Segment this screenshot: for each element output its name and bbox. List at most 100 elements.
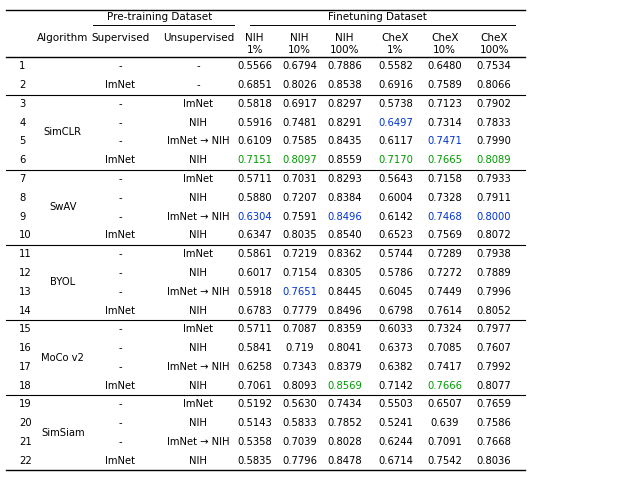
- Text: 0.5358: 0.5358: [237, 437, 272, 447]
- Text: 15: 15: [19, 324, 32, 334]
- Text: 0.7833: 0.7833: [477, 118, 511, 128]
- Text: 0.6480: 0.6480: [428, 61, 462, 71]
- Text: 0.6507: 0.6507: [428, 399, 462, 409]
- Text: 0.7607: 0.7607: [477, 343, 511, 353]
- Text: -: -: [118, 343, 122, 353]
- Text: 0.5738: 0.5738: [378, 99, 413, 109]
- Text: 0.8496: 0.8496: [327, 212, 362, 222]
- Text: 0.6523: 0.6523: [378, 230, 413, 241]
- Text: 0.719: 0.719: [285, 343, 314, 353]
- Text: ImNet: ImNet: [184, 99, 213, 109]
- Text: 0.6244: 0.6244: [378, 437, 413, 447]
- Text: 0.5630: 0.5630: [282, 399, 317, 409]
- Text: 0.8496: 0.8496: [327, 305, 362, 315]
- Text: 0.7977: 0.7977: [477, 324, 511, 334]
- Text: -: -: [118, 268, 122, 278]
- Text: NIH: NIH: [189, 193, 207, 203]
- Text: 0.8559: 0.8559: [327, 155, 362, 165]
- Text: 0.7468: 0.7468: [428, 212, 462, 222]
- Text: Finetuning Dataset: Finetuning Dataset: [328, 12, 427, 22]
- Text: 0.5818: 0.5818: [237, 99, 272, 109]
- Text: 0.5711: 0.5711: [237, 324, 272, 334]
- Text: NIH
10%: NIH 10%: [288, 33, 311, 55]
- Text: 0.5241: 0.5241: [378, 418, 413, 428]
- Text: 0.5582: 0.5582: [378, 61, 413, 71]
- Text: 0.5566: 0.5566: [237, 61, 272, 71]
- Text: 0.7123: 0.7123: [428, 99, 462, 109]
- Text: -: -: [118, 137, 122, 147]
- Text: 0.5835: 0.5835: [237, 456, 272, 466]
- Text: 0.6258: 0.6258: [237, 362, 272, 372]
- Text: -: -: [196, 80, 200, 90]
- Text: 0.7534: 0.7534: [477, 61, 511, 71]
- Text: 0.8445: 0.8445: [327, 287, 362, 297]
- Text: NIH: NIH: [189, 230, 207, 241]
- Text: 9: 9: [19, 212, 26, 222]
- Text: 0.6109: 0.6109: [237, 137, 272, 147]
- Text: 0.5786: 0.5786: [378, 268, 413, 278]
- Text: 0.7902: 0.7902: [477, 99, 511, 109]
- Text: Supervised: Supervised: [91, 33, 150, 43]
- Text: -: -: [118, 437, 122, 447]
- Text: 0.5503: 0.5503: [378, 399, 413, 409]
- Text: 0.8291: 0.8291: [327, 118, 362, 128]
- Text: 0.8297: 0.8297: [327, 99, 362, 109]
- Text: -: -: [118, 174, 122, 184]
- Text: 0.7586: 0.7586: [477, 418, 511, 428]
- Text: 0.8000: 0.8000: [477, 212, 511, 222]
- Text: 0.7911: 0.7911: [477, 193, 511, 203]
- Text: CheX
100%: CheX 100%: [479, 33, 509, 55]
- Text: 0.8359: 0.8359: [327, 324, 362, 334]
- Text: 0.7779: 0.7779: [282, 305, 317, 315]
- Text: ImNet: ImNet: [106, 230, 135, 241]
- Text: 0.7061: 0.7061: [237, 381, 272, 391]
- Text: 0.7852: 0.7852: [327, 418, 362, 428]
- Text: 0.6798: 0.6798: [378, 305, 413, 315]
- Text: 0.7031: 0.7031: [282, 174, 317, 184]
- Text: 0.5711: 0.5711: [237, 174, 272, 184]
- Text: Pre-training Dataset: Pre-training Dataset: [108, 12, 212, 22]
- Text: ImNet → NIH: ImNet → NIH: [167, 137, 230, 147]
- Text: 17: 17: [19, 362, 32, 372]
- Text: 0.7665: 0.7665: [428, 155, 462, 165]
- Text: 0.7324: 0.7324: [428, 324, 462, 334]
- Text: ImNet: ImNet: [184, 399, 213, 409]
- Text: 0.8097: 0.8097: [282, 155, 317, 165]
- Text: 0.6497: 0.6497: [378, 118, 413, 128]
- Text: 12: 12: [19, 268, 32, 278]
- Text: NIH: NIH: [189, 456, 207, 466]
- Text: 0.7542: 0.7542: [428, 456, 462, 466]
- Text: 0.8384: 0.8384: [327, 193, 362, 203]
- Text: 0.7434: 0.7434: [327, 399, 362, 409]
- Text: 0.7154: 0.7154: [282, 268, 317, 278]
- Text: 0.7314: 0.7314: [428, 118, 462, 128]
- Text: 4: 4: [19, 118, 26, 128]
- Text: MoCo v2: MoCo v2: [42, 352, 84, 362]
- Text: 0.5143: 0.5143: [237, 418, 272, 428]
- Text: 0.5861: 0.5861: [237, 249, 272, 259]
- Text: 1: 1: [19, 61, 26, 71]
- Text: 0.7589: 0.7589: [428, 80, 462, 90]
- Text: 0.8379: 0.8379: [327, 362, 362, 372]
- Text: 0.6304: 0.6304: [237, 212, 272, 222]
- Text: 0.7886: 0.7886: [327, 61, 362, 71]
- Text: 0.7938: 0.7938: [477, 249, 511, 259]
- Text: -: -: [118, 418, 122, 428]
- Text: -: -: [118, 362, 122, 372]
- Text: 0.8305: 0.8305: [327, 268, 362, 278]
- Text: -: -: [118, 399, 122, 409]
- Text: 0.8362: 0.8362: [327, 249, 362, 259]
- Text: -: -: [118, 193, 122, 203]
- Text: 0.8052: 0.8052: [477, 305, 511, 315]
- Text: 0.5841: 0.5841: [237, 343, 272, 353]
- Text: 0.6033: 0.6033: [378, 324, 413, 334]
- Text: 0.6916: 0.6916: [378, 80, 413, 90]
- Text: NIH: NIH: [189, 305, 207, 315]
- Text: 0.639: 0.639: [431, 418, 459, 428]
- Text: 0.8293: 0.8293: [327, 174, 362, 184]
- Text: ImNet → NIH: ImNet → NIH: [167, 437, 230, 447]
- Text: ImNet: ImNet: [106, 305, 135, 315]
- Text: CheX
10%: CheX 10%: [431, 33, 458, 55]
- Text: 0.8569: 0.8569: [327, 381, 362, 391]
- Text: 11: 11: [19, 249, 32, 259]
